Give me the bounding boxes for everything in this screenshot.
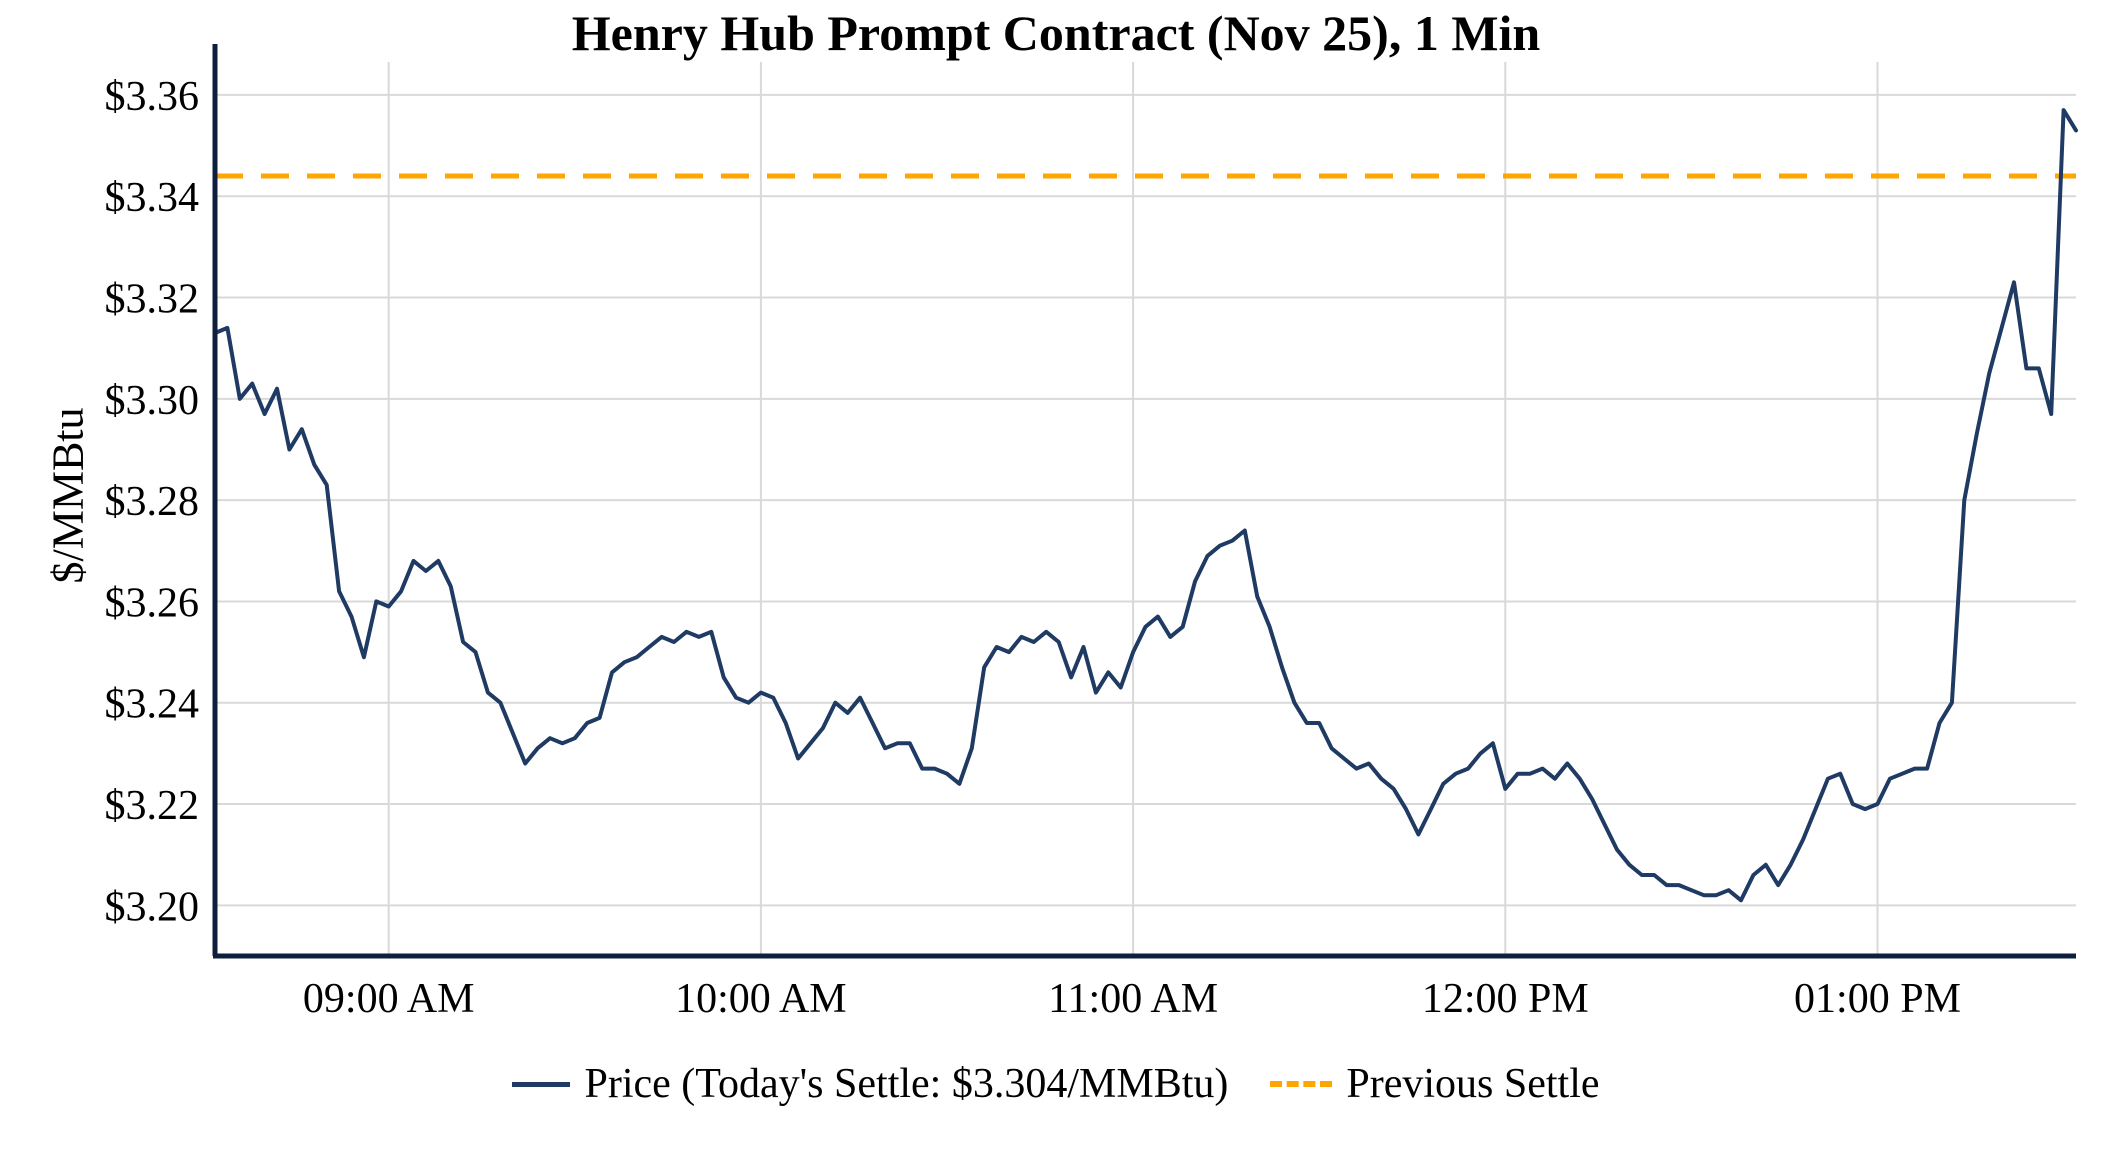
chart-title: Henry Hub Prompt Contract (Nov 25), 1 Mi… [571,5,1541,61]
y-tick-label: $3.20 [105,884,200,930]
legend: Price (Today's Settle: $3.304/MMBtu) Pre… [0,1060,2112,1108]
y-tick-label: $3.22 [105,783,200,829]
y-tick-label: $3.36 [105,74,200,120]
previous-settle-legend-line-icon [1270,1081,1333,1087]
y-tick-label: $3.24 [105,682,200,728]
y-tick-label: $3.34 [105,175,200,221]
y-tick-label: $3.32 [105,277,200,323]
price-line [213,108,2078,903]
y-tick-label: $3.28 [105,479,200,525]
x-tick-label: 09:00 AM [303,976,475,1022]
y-tick-label: $3.30 [105,378,200,424]
y-tick-label: $3.26 [105,580,200,626]
price-legend-label: Price (Today's Settle: $3.304/MMBtu) [584,1061,1229,1107]
x-tick-label: 10:00 AM [675,976,847,1022]
x-tick-label: 11:00 AM [1048,976,1218,1022]
price-legend-line-icon [512,1081,571,1087]
x-tick-label: 12:00 PM [1422,976,1589,1022]
previous-settle-legend-label: Previous Settle [1346,1061,1600,1107]
x-tick-label: 01:00 PM [1794,976,1961,1022]
